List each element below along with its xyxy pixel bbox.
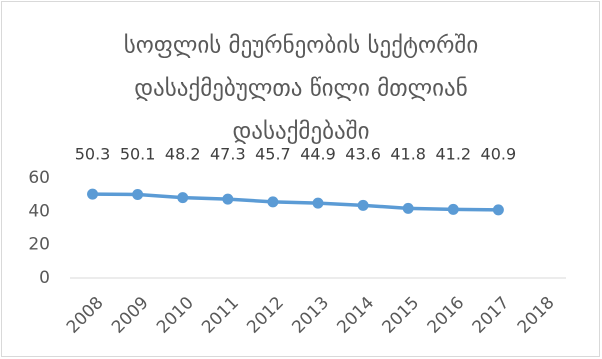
data-label: 48.2 <box>165 145 201 164</box>
data-label: 40.9 <box>481 145 517 164</box>
y-tick-label: 0 <box>39 268 50 288</box>
point <box>132 189 144 200</box>
chart-title: დასაქმებაში <box>232 119 369 145</box>
point <box>357 199 369 211</box>
chart-title: სოფლის მეურნეობის სექტორში <box>124 33 478 59</box>
point <box>447 203 459 215</box>
point <box>492 204 504 216</box>
data-label: 41.8 <box>390 145 426 164</box>
data-label: 41.2 <box>435 145 471 164</box>
series-line <box>92 192 499 212</box>
point <box>312 197 324 209</box>
point <box>177 192 189 204</box>
point <box>267 196 279 208</box>
point <box>87 188 99 200</box>
y-tick-label: 60 <box>28 168 50 188</box>
y-tick-label: 20 <box>28 235 50 255</box>
data-label: 50.3 <box>75 145 111 164</box>
data-label: 45.7 <box>255 145 291 164</box>
chart-title: დასაქმებულთა წილი მთლიან <box>134 76 468 102</box>
data-label: 44.9 <box>300 145 336 164</box>
data-label: 43.6 <box>345 145 381 164</box>
point <box>402 202 414 214</box>
y-tick-label: 40 <box>28 201 50 221</box>
point <box>222 193 234 205</box>
data-label: 47.3 <box>210 145 246 164</box>
data-label: 50.1 <box>120 145 156 164</box>
